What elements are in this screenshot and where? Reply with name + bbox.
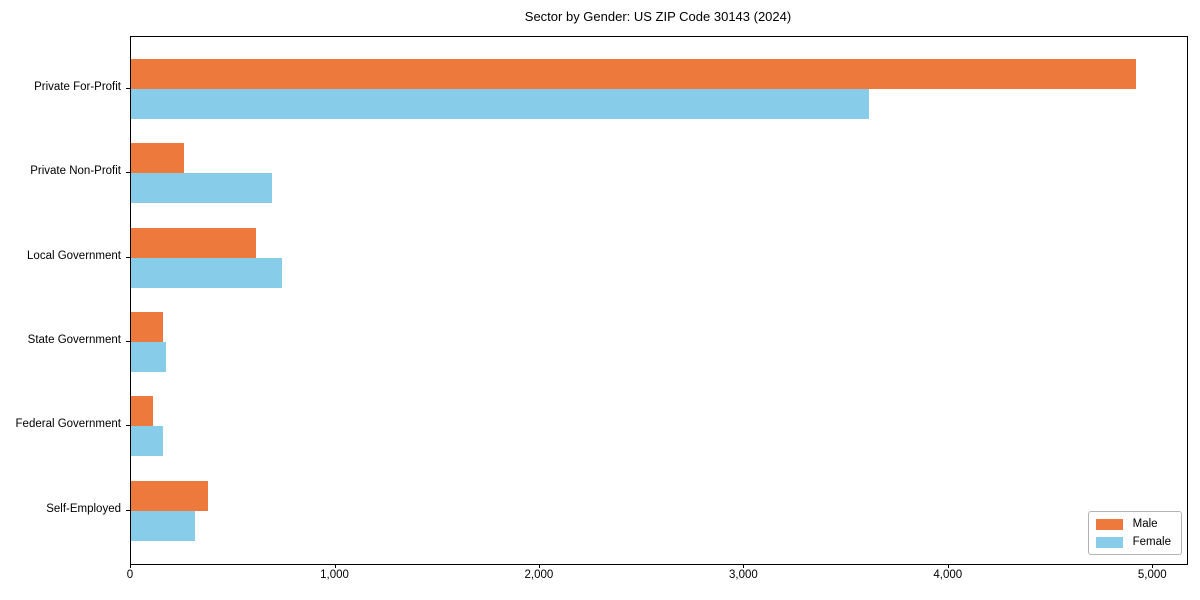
legend-swatch-female [1095,536,1123,548]
bar-female-state-government [131,341,166,372]
bar-male-federal-government [131,396,154,427]
bar-female-federal-government [131,426,164,457]
bar-male-private-for-profit [131,59,1137,89]
x-tick-label-3000: 3,000 [729,569,758,581]
y-tick-label-federal-government: Federal Government [15,418,121,431]
x-tick-label-2000: 2,000 [524,569,554,581]
bar-female-self-employed [131,510,195,541]
bar-male-state-government [131,311,164,342]
x-tick-mark [743,564,745,568]
bar-male-self-employed [131,480,209,511]
legend-label-male: Male [1132,518,1158,530]
legend-swatch-male [1095,518,1123,530]
bar-male-local-government [131,227,256,258]
y-tick-label-local-government: Local Government [27,249,121,262]
x-tick-label-0: 0 [126,569,134,581]
x-tick-mark [538,564,540,568]
y-tick-mark [126,256,130,258]
y-tick-mark [126,425,130,427]
legend-label-female: Female [1132,536,1171,548]
x-tick-mark [1152,564,1154,568]
x-tick-mark [130,564,131,568]
plot-area: Male Female [130,36,1188,565]
bar-male-private-non-profit [131,143,184,174]
legend-item-female: Female [1095,536,1171,548]
y-tick-label-private-for-profit: Private For-Profit [34,81,121,93]
x-tick-label-1000: 1,000 [320,569,349,581]
x-tick-mark [947,564,949,568]
bar-female-private-non-profit [131,173,273,204]
x-tick-label-4000: 4,000 [933,569,963,581]
x-tick-label-5000: 5,000 [1137,569,1167,581]
legend: Male Female [1087,511,1182,555]
y-tick-label-self-employed: Self-Employed [46,502,121,515]
y-tick-label-state-government: State Government [27,333,121,346]
chart-title: Sector by Gender: US ZIP Code 30143 (202… [524,9,792,24]
legend-item-male: Male [1095,518,1171,530]
y-tick-label-private-non-profit: Private Non-Profit [30,165,121,178]
bar-female-private-for-profit [131,89,870,119]
bar-female-local-government [131,257,283,288]
y-tick-mark [126,340,130,342]
y-tick-mark [126,88,130,89]
y-tick-mark [126,172,130,174]
y-tick-mark [126,509,130,511]
x-tick-mark [334,564,336,568]
